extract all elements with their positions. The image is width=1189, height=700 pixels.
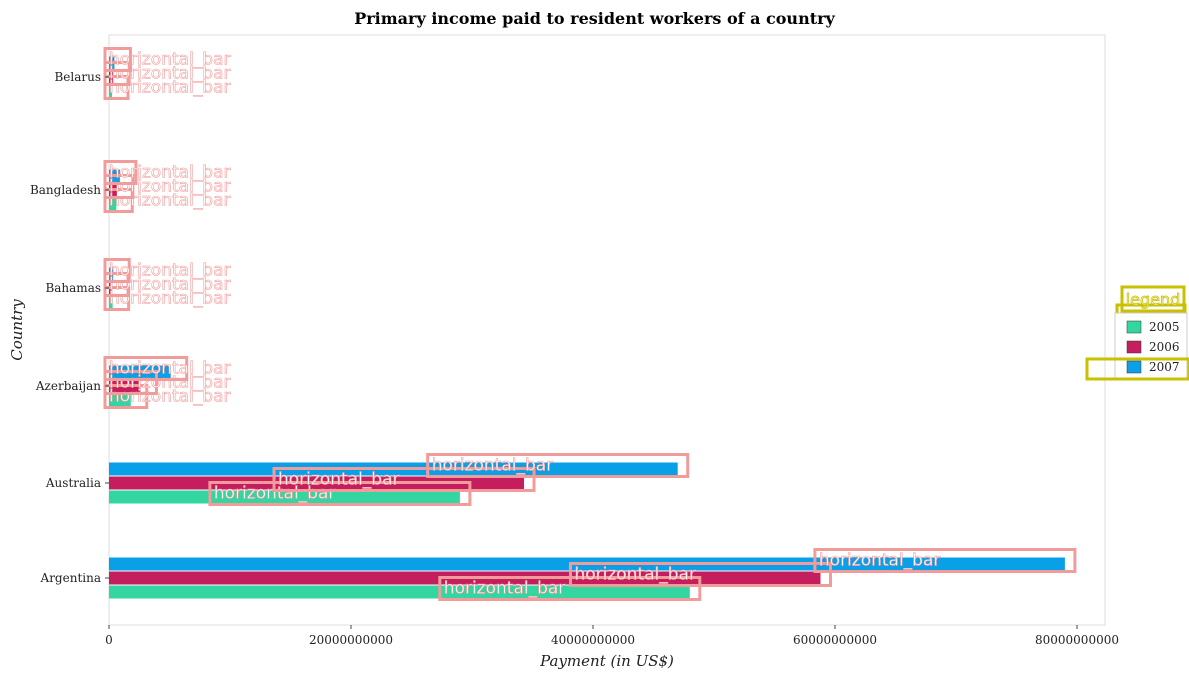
annotation-text: horizontal_bar [109, 163, 231, 183]
annotation-text: horizontal_bar [278, 470, 400, 490]
bar-bahamas-2005 [109, 295, 113, 309]
bar-azerbaijan-2005 [109, 393, 131, 407]
annotation-box [103, 47, 132, 72]
legend-swatch-2006 [1126, 340, 1142, 354]
annotation-box [103, 384, 149, 409]
annotation-text: horizontal_bar [109, 359, 231, 379]
plot-area [108, 34, 1106, 626]
legend-label-2007: 2007 [1149, 360, 1180, 374]
x-tick-label: 80000000000 [1035, 633, 1119, 647]
y-tick-label: Argentina [40, 571, 101, 585]
annotation-text: horizontal_bar [819, 551, 941, 571]
annotation-text: horizontal_bar [444, 579, 566, 599]
annotation-text: horizontal_bar [574, 565, 696, 585]
legend: legend 2005 2006 2007 [1085, 285, 1189, 381]
x-tick-label: 0 [105, 633, 113, 647]
legend-label-2006: 2006 [1149, 340, 1180, 354]
y-tick-label: Bangladesh [30, 183, 101, 197]
annotation-text: horizontal_bar [109, 387, 231, 407]
annotation-text: horizontal_bar [214, 484, 336, 504]
annotation-text: horizontal_bar [109, 64, 231, 84]
annotation-text: horizontal_bar [109, 50, 231, 70]
annotation-box [568, 562, 832, 587]
annotation-box [813, 548, 1077, 573]
annotation-box [103, 286, 131, 311]
bar-bangladesh-2005 [109, 197, 117, 211]
annotation-text: horizontal_bar [432, 456, 554, 476]
y-tick-label: Bahamas [45, 281, 101, 295]
annotation-box [103, 258, 131, 283]
annotation-box [103, 160, 138, 185]
legend-outline [1085, 357, 1189, 381]
legend-swatch-2007 [1126, 360, 1142, 374]
y-tick-label: Belarus [54, 70, 101, 84]
y-axis-label: Country [8, 299, 26, 361]
y-axis-ticks: Argentina Australia Azerbaijan Bahamas Bangl… [30, 70, 109, 585]
annotation-box [208, 481, 472, 506]
legend-swatch-2005 [1126, 320, 1142, 334]
annotation-text: horizontal_bar [109, 275, 231, 295]
legend-label-2005: 2005 [1149, 320, 1180, 334]
x-tick-label: 60000000000 [793, 633, 877, 647]
annotation-text: horizontal_bar [109, 177, 231, 197]
annotation-box [103, 188, 134, 213]
annotation-box [103, 75, 130, 100]
annotation-text: horizontal_bar [109, 191, 231, 211]
bar-argentina-2005 [109, 585, 690, 599]
annotation-box [103, 61, 131, 86]
legend-title-box [1120, 285, 1186, 313]
x-axis-label: Payment (in US$) [539, 652, 674, 670]
legend-title: legend [1126, 290, 1181, 309]
annotation-text: horizontal_bar [109, 78, 231, 98]
x-axis-ticks: 0 20000000000 40000000000 60000000000 800000… [105, 625, 1119, 647]
x-tick-label: 20000000000 [309, 633, 393, 647]
chart-title: Primary income paid to resident workers … [354, 9, 835, 28]
annotation-box [103, 370, 158, 395]
annotation-box [272, 467, 536, 492]
y-tick-label: Australia [45, 476, 101, 490]
annotation-layer: horizontal_barhorizontal_barhorizontal_b… [103, 47, 1077, 601]
annotation-box [103, 174, 135, 199]
x-tick-label: 40000000000 [551, 633, 635, 647]
bar-belarus-2005 [109, 84, 113, 98]
annotation-box [103, 272, 130, 297]
annotation-box [103, 356, 189, 381]
annotation-text: horizontal_bar [109, 373, 231, 393]
y-tick-label: Azerbaijan [35, 379, 101, 393]
annotation-box [426, 453, 690, 478]
annotation-text: horizontal_bar [109, 289, 231, 309]
bar-australia-2005 [109, 490, 460, 504]
annotation-text: horizontal_bar [109, 261, 231, 281]
